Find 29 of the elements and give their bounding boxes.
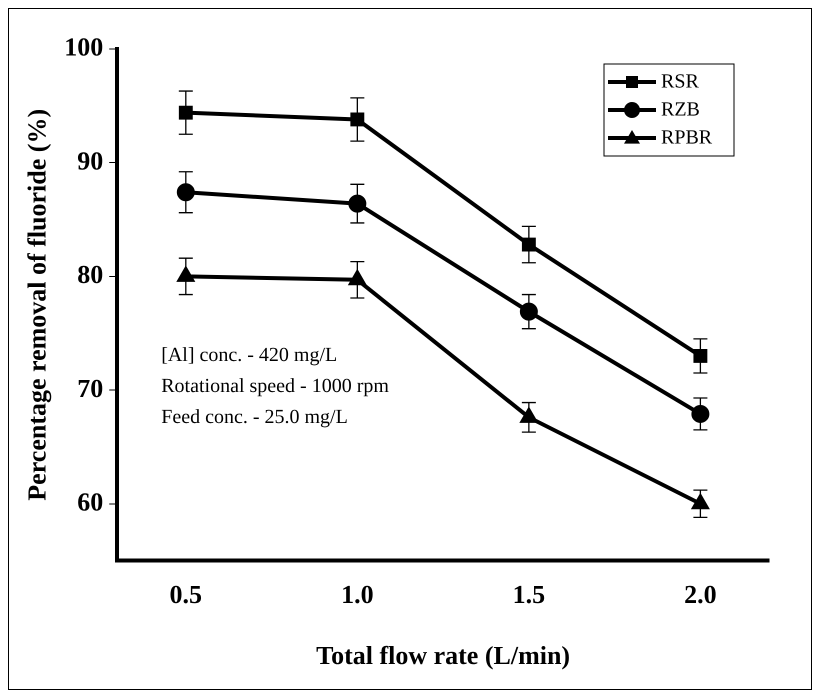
annotation: Feed conc. - 25.0 mg/L <box>161 406 348 428</box>
legend-label: RPBR <box>661 126 713 148</box>
y-tick-label: 70 <box>77 374 104 403</box>
point <box>520 302 538 321</box>
x-tick-label: 2.0 <box>684 580 717 609</box>
point <box>348 194 366 213</box>
point <box>520 408 537 423</box>
x-tick-label: 1.0 <box>341 580 374 609</box>
point <box>350 112 364 126</box>
x-tick-label: 1.5 <box>512 580 546 609</box>
legend-label: RSR <box>661 70 700 92</box>
annotation: [Al] conc. - 420 mg/L <box>161 344 338 366</box>
x-axis-title: Total flow rate (L/min) <box>316 641 570 670</box>
annotation: Rotational speed - 1000 rpm <box>161 375 390 398</box>
point <box>349 270 366 286</box>
y-axis-title: Percentage removal of fluoride (%) <box>22 108 52 501</box>
point <box>176 183 195 202</box>
y-tick-label: 60 <box>77 487 104 516</box>
y-tick-label: 80 <box>77 260 104 290</box>
point <box>693 349 708 363</box>
y-tick-label: 90 <box>77 146 104 176</box>
legend-label: RZB <box>661 98 700 120</box>
y-tick-label: 100 <box>64 32 104 62</box>
point <box>178 267 194 282</box>
point <box>522 238 536 252</box>
x-tick-label: 0.5 <box>170 580 202 609</box>
point <box>178 106 193 120</box>
point <box>691 404 710 423</box>
point <box>692 494 708 510</box>
